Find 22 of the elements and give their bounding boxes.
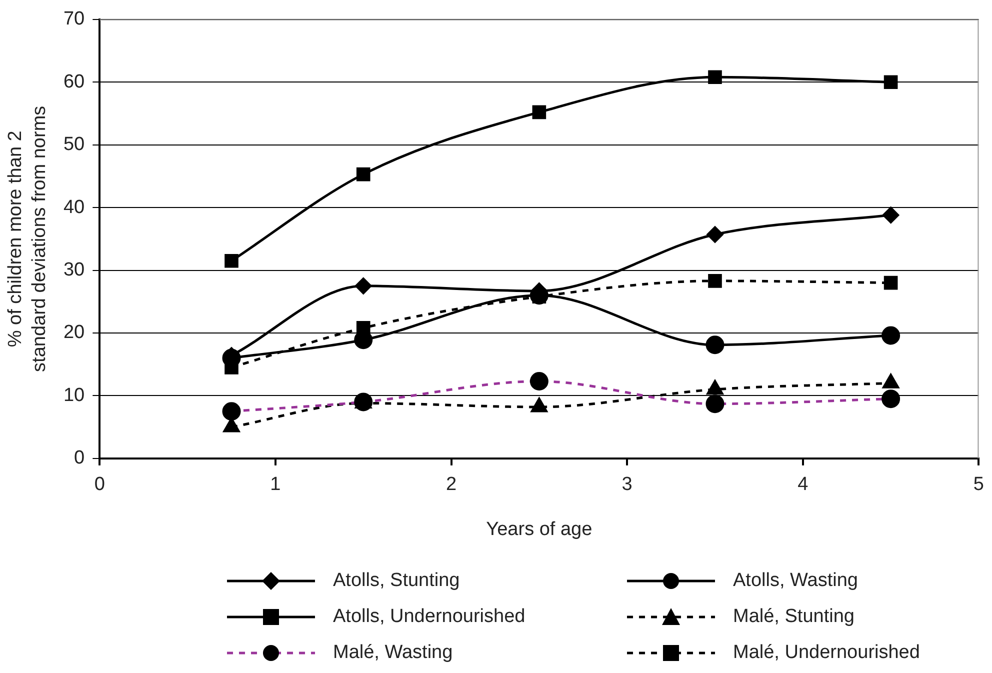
legend-label: Atolls, Undernourished <box>333 606 526 628</box>
y-tick-label: 10 <box>63 384 85 406</box>
x-tick-label: 5 <box>973 474 984 496</box>
legend-label: Atolls, Wasting <box>733 570 858 592</box>
y-tick-label: 40 <box>63 196 85 218</box>
legend-label: Atolls, Stunting <box>333 570 460 592</box>
x-tick-label: 0 <box>94 474 105 496</box>
y-tick-label: 30 <box>63 259 85 280</box>
y-tick-label: 20 <box>63 322 85 344</box>
legend-label: Malé, Stunting <box>733 606 854 628</box>
x-tick-label: 4 <box>798 474 809 496</box>
x-axis-title: Years of age <box>486 518 592 540</box>
y-tick-label: 0 <box>74 448 85 469</box>
y-tick-label: 50 <box>63 134 85 156</box>
x-tick-label: 1 <box>270 474 281 496</box>
x-tick-label: 3 <box>622 474 632 496</box>
x-tick-label: 2 <box>446 474 457 496</box>
y-tick-label: 70 <box>63 8 85 30</box>
y-axis-title: % of children more than 2 standard deviations from norms <box>5 106 50 372</box>
legend-label: Malé, Wasting <box>333 642 453 664</box>
y-tick-label: 60 <box>63 71 85 92</box>
legend-label: Malé, Undernourished <box>733 642 920 664</box>
